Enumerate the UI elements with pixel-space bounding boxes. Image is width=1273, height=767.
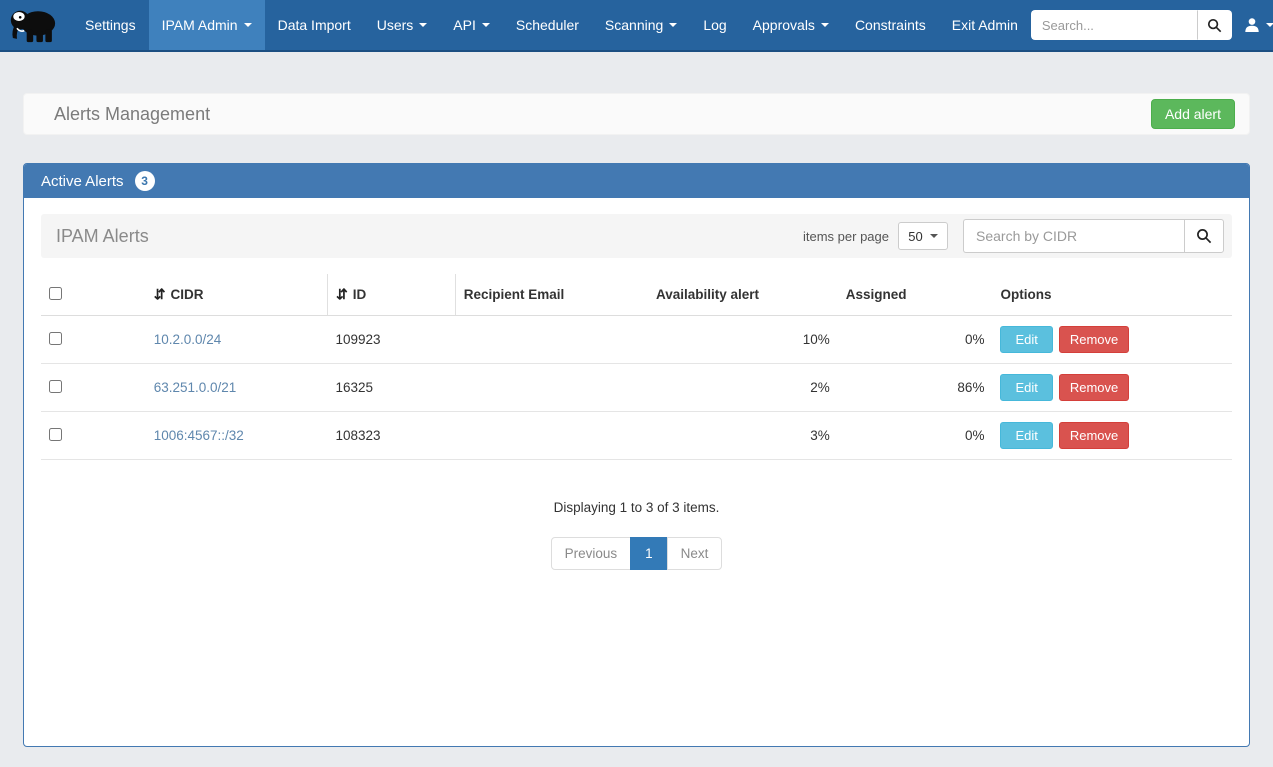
sort-icon: ⇵	[153, 286, 166, 302]
items-per-page-label: items per page	[803, 228, 889, 244]
pagination-previous[interactable]: Previous	[550, 537, 632, 570]
table-toolbar: IPAM Alerts items per page 50	[41, 214, 1232, 258]
edit-button[interactable]: Edit	[1000, 374, 1053, 401]
navbar: Settings IPAM Admin Data Import Users AP…	[0, 0, 1273, 52]
nav-item-ipam-admin[interactable]: IPAM Admin	[148, 0, 265, 50]
pagination-page-1[interactable]: 1	[630, 537, 668, 570]
elephant-logo[interactable]	[0, 0, 72, 50]
column-header-options: Options	[992, 274, 1232, 316]
magnifier-icon	[1207, 18, 1222, 33]
alert-id: 16325	[327, 363, 456, 412]
pagination: Previous 1 Next	[41, 537, 1232, 570]
panel-body: IPAM Alerts items per page 50	[24, 198, 1249, 746]
search-input[interactable]	[1030, 10, 1197, 40]
row-checkbox[interactable]	[49, 331, 62, 345]
row-checkbox[interactable]	[49, 379, 62, 393]
chevron-down-icon	[820, 23, 829, 27]
cidr-link[interactable]: 10.2.0.0/24	[153, 332, 222, 347]
page-title: Alerts Management	[54, 103, 211, 124]
sort-icon: ⇵	[335, 286, 348, 302]
column-label: CIDR	[170, 287, 204, 302]
nav-item-log[interactable]: Log	[703, 17, 727, 33]
recipient-email	[455, 363, 648, 412]
toolbar-controls: items per page 50	[803, 219, 1224, 253]
nav-item-label: Users	[376, 17, 414, 33]
alert-count-badge: 3	[134, 171, 155, 191]
chevron-down-icon	[419, 23, 428, 27]
items-per-page-select[interactable]: 50	[898, 222, 948, 250]
cidr-link[interactable]: 1006:4567::/32	[153, 428, 244, 443]
table-row: 10.2.0.0/24 109923 10% 0% Edit Remove	[41, 315, 1232, 364]
assigned-value: 0%	[837, 315, 993, 364]
availability-alert-value: 10%	[647, 315, 838, 364]
assigned-value: 86%	[837, 363, 993, 412]
cidr-link[interactable]: 63.251.0.0/21	[153, 380, 237, 395]
nav-item-data-import[interactable]: Data Import	[277, 17, 351, 33]
cidr-search-button[interactable]	[1184, 219, 1224, 253]
nav-item-constraints[interactable]: Constraints	[854, 17, 926, 33]
chevron-down-icon	[1265, 23, 1273, 27]
items-per-page-value: 50	[908, 228, 923, 244]
nav-item-approvals[interactable]: Approvals	[740, 0, 842, 50]
assigned-value: 0%	[837, 411, 993, 460]
table-header-row: ⇵ CIDR ⇵ ID Recipient Email Availability a…	[41, 274, 1232, 316]
table-row: 1006:4567::/32 108323 3% 0% Edit Remove	[41, 411, 1232, 460]
remove-button[interactable]: Remove	[1058, 326, 1130, 353]
table-summary: Displaying 1 to 3 of 3 items.	[553, 500, 720, 515]
row-checkbox[interactable]	[49, 427, 62, 441]
edit-button[interactable]: Edit	[1000, 422, 1053, 449]
nav-item-label: Approvals	[752, 17, 815, 33]
column-header-id[interactable]: ⇵ ID	[326, 274, 456, 316]
nav-item-api[interactable]: API	[440, 0, 503, 50]
alert-id: 108323	[327, 411, 456, 460]
nav-item-scheduler[interactable]: Scheduler	[515, 17, 579, 33]
person-icon	[1244, 17, 1260, 33]
navbar-search	[1030, 0, 1232, 50]
column-label: ID	[352, 287, 367, 302]
table-title: IPAM Alerts	[56, 225, 149, 246]
nav-item-label: API	[453, 17, 476, 33]
table-row: 63.251.0.0/21 16325 2% 86% Edit Remove	[41, 363, 1232, 412]
remove-button[interactable]: Remove	[1058, 422, 1130, 449]
nav-item-settings[interactable]: Settings	[85, 17, 136, 33]
page-container: Alerts Management Add alert Active Alert…	[0, 93, 1273, 747]
chevron-down-icon	[243, 23, 252, 27]
nav-item-users[interactable]: Users	[364, 0, 441, 50]
nav-item-exit-admin[interactable]: Exit Admin	[951, 17, 1018, 33]
nav-item-label: Scanning	[604, 17, 664, 33]
magnifier-icon	[1196, 228, 1212, 244]
panel-title: Active Alerts	[41, 172, 124, 190]
nav-item-scanning[interactable]: Scanning	[592, 0, 690, 50]
column-header-recipient-email: Recipient Email	[454, 274, 648, 316]
active-alerts-panel: Active Alerts 3 IPAM Alerts items per pa…	[23, 163, 1250, 747]
chevron-down-icon	[669, 23, 678, 27]
select-all-checkbox[interactable]	[49, 286, 62, 300]
user-menu[interactable]	[1232, 0, 1273, 50]
pagination-next[interactable]: Next	[666, 537, 723, 570]
recipient-email	[455, 411, 648, 460]
availability-alert-value: 2%	[647, 363, 838, 412]
cidr-search	[963, 219, 1224, 253]
remove-button[interactable]: Remove	[1058, 374, 1130, 401]
alerts-table: ⇵ CIDR ⇵ ID Recipient Email Availability a…	[41, 274, 1232, 460]
recipient-email	[455, 315, 648, 364]
column-header-assigned: Assigned	[837, 274, 993, 316]
nav-item-label: IPAM Admin	[161, 17, 238, 33]
panel-heading: Active Alerts 3	[24, 164, 1249, 198]
availability-alert-value: 3%	[647, 411, 838, 460]
main-menu: Settings IPAM Admin Data Import Users AP…	[72, 0, 1031, 50]
add-alert-button[interactable]: Add alert	[1150, 99, 1235, 129]
page-header: Alerts Management Add alert	[23, 93, 1250, 135]
column-header-availability-alert: Availability alert	[647, 274, 838, 316]
chevron-down-icon	[929, 234, 938, 238]
chevron-down-icon	[481, 23, 490, 27]
cidr-search-input[interactable]	[963, 219, 1184, 253]
search-button[interactable]	[1196, 10, 1232, 40]
alert-id: 109923	[327, 315, 456, 364]
column-header-cidr[interactable]: ⇵ CIDR	[145, 274, 328, 316]
edit-button[interactable]: Edit	[1000, 326, 1053, 353]
